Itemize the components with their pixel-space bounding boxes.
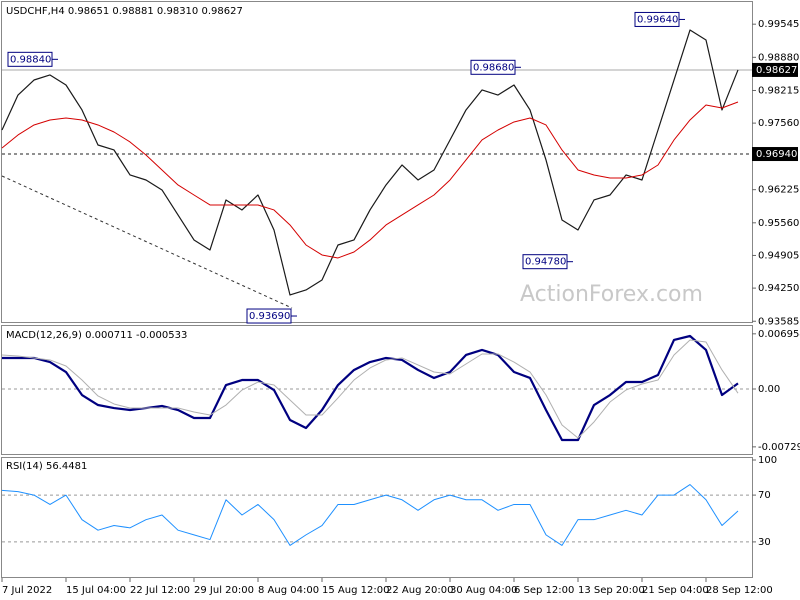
- y-tick-label: 0.00: [758, 384, 780, 395]
- y-tick-label: 0.98880: [758, 52, 799, 63]
- y-tick-label: 0.94905: [758, 250, 799, 261]
- annotation-label: 0.98840: [10, 54, 51, 65]
- x-tick-label: 15 Aug 12:00: [322, 585, 389, 596]
- x-tick-label: 7 Jul 2022: [2, 585, 52, 596]
- rsi-title: RSI(14) 56.4481: [6, 461, 87, 472]
- level-box: [752, 147, 798, 162]
- trend-line: [1, 175, 293, 309]
- price-panel: [1, 1, 753, 323]
- x-tick-label: 8 Aug 04:00: [258, 585, 319, 596]
- x-tick-label: 30 Aug 04:00: [450, 585, 517, 596]
- series-line: [1, 101, 739, 259]
- y-tick-label: 0.94250: [758, 283, 799, 294]
- x-tick-label: 28 Sep 12:00: [706, 585, 773, 596]
- annotation-label: 0.94780: [525, 257, 566, 268]
- x-tick-label: 22 Jul 12:00: [130, 585, 190, 596]
- y-tick-label: 0.95560: [758, 218, 799, 229]
- x-tick-label: 29 Jul 20:00: [194, 585, 254, 596]
- y-tick-label: 0.99545: [758, 19, 799, 30]
- level-label: 0.98627: [756, 65, 797, 76]
- series-line: [1, 484, 739, 546]
- annotation-label: 0.93690: [249, 311, 290, 322]
- y-tick-label: 0.98215: [758, 85, 799, 96]
- x-tick-label: 22 Aug 20:00: [386, 585, 453, 596]
- watermark: ActionForex.com: [520, 282, 703, 307]
- y-tick-label: 0.96225: [758, 185, 799, 196]
- annotation-box: [246, 308, 292, 324]
- x-tick-label: 21 Sep 04:00: [642, 585, 709, 596]
- rsi-panel: [1, 457, 753, 578]
- y-tick-label: 0.93585: [758, 316, 799, 327]
- x-tick-label: 15 Jul 04:00: [66, 585, 126, 596]
- annotation-label: 0.98680: [473, 62, 514, 73]
- series-line: [1, 339, 739, 439]
- price-title: USDCHF,H4 0.98651 0.98881 0.98310 0.9862…: [6, 6, 243, 17]
- annotation-box: [522, 254, 568, 270]
- series-line: [2, 334, 739, 442]
- annotation-box: [634, 11, 680, 27]
- annotation-box: [7, 51, 53, 67]
- y-tick-label: 0.006954: [758, 329, 800, 340]
- x-tick-label: 6 Sep 12:00: [514, 585, 574, 596]
- annotation-box: [470, 59, 516, 75]
- x-tick-label: 13 Sep 20:00: [578, 585, 645, 596]
- series-line: [1, 29, 739, 296]
- macd-title: MACD(12,26,9) 0.000711 -0.000533: [6, 330, 187, 341]
- y-tick-label: -0.007294: [758, 442, 800, 453]
- y-tick-label: 30: [758, 537, 771, 548]
- y-tick-label: 70: [758, 490, 771, 501]
- macd-panel: [1, 325, 753, 455]
- y-tick-label: 100: [758, 455, 777, 466]
- level-label: 0.96940: [756, 149, 797, 160]
- level-box: [752, 62, 798, 77]
- annotation-label: 0.99640: [637, 14, 678, 25]
- y-tick-label: 0.97560: [758, 118, 799, 129]
